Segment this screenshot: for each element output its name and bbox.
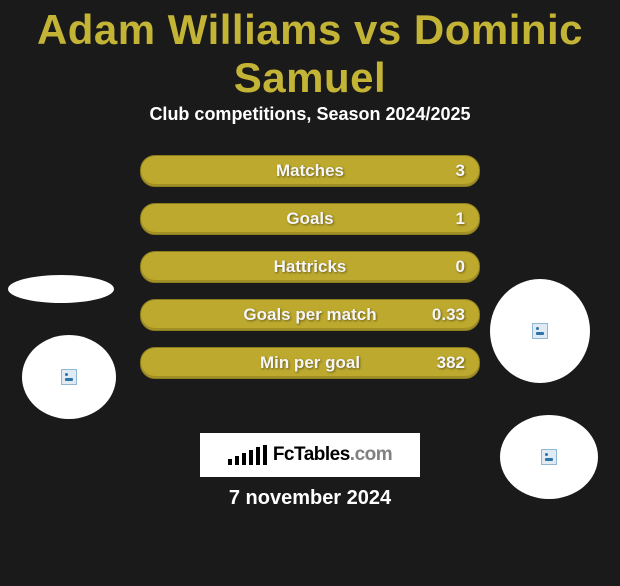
player-avatar-right-bottom [500, 415, 598, 499]
stat-label: Goals [286, 209, 333, 229]
image-placeholder-icon [541, 449, 557, 465]
stat-value: 3 [456, 161, 465, 181]
stat-value: 382 [437, 353, 465, 373]
brand-name: FcTables [273, 444, 350, 465]
stat-label: Goals per match [243, 305, 376, 325]
image-placeholder-icon [532, 323, 548, 339]
brand-logo: FcTables.com [200, 433, 420, 477]
stat-value: 1 [456, 209, 465, 229]
player-avatar-left [22, 335, 116, 419]
stat-label: Min per goal [260, 353, 360, 373]
player-avatar-right-top [490, 279, 590, 383]
comparison-stage: Matches 3 Goals 1 Hattricks 0 Goals per … [0, 155, 620, 415]
stat-value: 0.33 [432, 305, 465, 325]
stat-row: Min per goal 382 [140, 347, 480, 379]
page-title: Adam Williams vs Dominic Samuel [0, 6, 620, 102]
page-subtitle: Club competitions, Season 2024/2025 [0, 104, 620, 125]
stat-rows: Matches 3 Goals 1 Hattricks 0 Goals per … [140, 155, 480, 395]
stat-value: 0 [456, 257, 465, 277]
stat-row: Matches 3 [140, 155, 480, 187]
stat-row: Goals per match 0.33 [140, 299, 480, 331]
stat-label: Matches [276, 161, 344, 181]
image-placeholder-icon [61, 369, 77, 385]
brand-suffix: .com [350, 444, 392, 465]
brand-text: FcTables.com [273, 444, 392, 466]
player-avatar-ellipse [8, 275, 114, 303]
brand-bars-icon [228, 445, 267, 465]
stat-row: Hattricks 0 [140, 251, 480, 283]
stat-row: Goals 1 [140, 203, 480, 235]
stat-label: Hattricks [274, 257, 347, 277]
